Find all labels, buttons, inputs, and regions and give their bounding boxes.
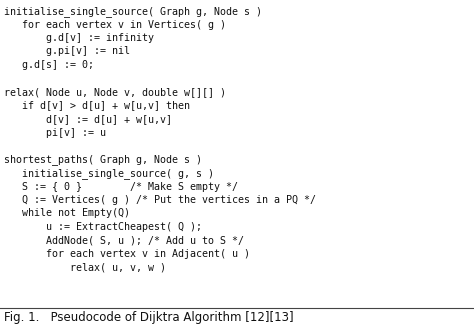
Text: g.d[s] := 0;: g.d[s] := 0; <box>4 60 94 70</box>
Text: AddNode( S, u ); /* Add u to S */: AddNode( S, u ); /* Add u to S */ <box>4 236 244 246</box>
Text: d[v] := d[u] + w[u,v]: d[v] := d[u] + w[u,v] <box>4 114 172 124</box>
Text: for each vertex v in Adjacent( u ): for each vertex v in Adjacent( u ) <box>4 249 250 259</box>
Text: relax( u, v, w ): relax( u, v, w ) <box>4 263 166 272</box>
Text: initialise_single_source( Graph g, Node s ): initialise_single_source( Graph g, Node … <box>4 6 262 17</box>
Text: g.d[v] := infinity: g.d[v] := infinity <box>4 33 154 43</box>
Text: if d[v] > d[u] + w[u,v] then: if d[v] > d[u] + w[u,v] then <box>4 100 190 111</box>
Text: Fig. 1.   Pseudocode of Dijktra Algorithm [12][13]: Fig. 1. Pseudocode of Dijktra Algorithm … <box>4 311 293 324</box>
Text: for each vertex v in Vertices( g ): for each vertex v in Vertices( g ) <box>4 19 226 29</box>
Text: g.pi[v] := nil: g.pi[v] := nil <box>4 47 130 57</box>
Text: u := ExtractCheapest( Q );: u := ExtractCheapest( Q ); <box>4 222 202 232</box>
Text: shortest_paths( Graph g, Node s ): shortest_paths( Graph g, Node s ) <box>4 154 202 165</box>
Text: S := { 0 }        /* Make S empty */: S := { 0 } /* Make S empty */ <box>4 182 238 192</box>
Text: relax( Node u, Node v, double w[][] ): relax( Node u, Node v, double w[][] ) <box>4 87 226 97</box>
Text: Q := Vertices( g ) /* Put the vertices in a PQ */: Q := Vertices( g ) /* Put the vertices i… <box>4 195 316 205</box>
Text: pi[v] := u: pi[v] := u <box>4 128 106 137</box>
Text: while not Empty(Q): while not Empty(Q) <box>4 208 130 218</box>
Text: initialise_single_source( g, s ): initialise_single_source( g, s ) <box>4 168 214 179</box>
